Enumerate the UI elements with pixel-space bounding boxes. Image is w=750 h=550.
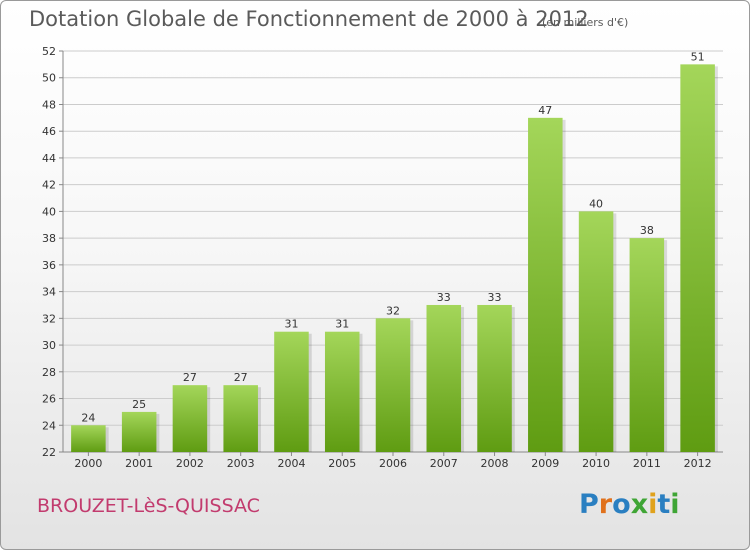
bar-2011 <box>629 238 665 452</box>
x-tick-label-2001: 2001 <box>125 457 153 470</box>
y-tick-label: 34 <box>42 286 56 299</box>
labels: 22 24 26 28 30 32 34 36 38 40 42 44 46 48 50 52 24 2000 25… <box>42 45 712 470</box>
logo-letter: t <box>657 489 671 520</box>
x-tick-label-2007: 2007 <box>430 457 458 470</box>
y-tick-label: 38 <box>42 232 56 245</box>
bar-2012 <box>680 64 715 452</box>
proxiti-logo: Proxiti <box>579 489 680 520</box>
x-tick-label-2011: 2011 <box>633 457 661 470</box>
y-tick-label: 44 <box>42 152 56 165</box>
value-label-2007: 33 <box>437 291 451 304</box>
x-tick-label-2008: 2008 <box>481 457 509 470</box>
y-tick-label: 22 <box>42 446 56 459</box>
chart-title: Dotation Globale de Fonctionnement de 20… <box>29 7 589 31</box>
value-label-2012: 51 <box>691 50 705 63</box>
bar-2007 <box>426 304 462 452</box>
bar-2006 <box>375 318 411 452</box>
y-tick-label: 26 <box>42 393 56 406</box>
y-tick-label: 42 <box>42 179 56 192</box>
x-tick-label-2005: 2005 <box>328 457 356 470</box>
value-label-2004: 31 <box>284 318 298 331</box>
x-tick-label-2006: 2006 <box>379 457 407 470</box>
y-tick-label: 48 <box>42 98 56 111</box>
y-tick-label: 52 <box>42 45 56 58</box>
bars <box>71 64 718 452</box>
value-label-2005: 31 <box>335 318 349 331</box>
chart-subtitle: (en milliers d'€) <box>542 16 629 29</box>
x-tick-label-2009: 2009 <box>531 457 559 470</box>
y-tick-label: 46 <box>42 125 56 138</box>
value-label-2009: 47 <box>538 104 552 117</box>
y-tick-label: 36 <box>42 259 56 272</box>
bar-2009 <box>528 117 563 452</box>
town-name: BROUZET-LèS-QUISSAC <box>37 495 260 517</box>
x-tick-label-2004: 2004 <box>277 457 305 470</box>
value-label-2003: 27 <box>234 371 248 384</box>
logo-letter: i <box>670 489 680 520</box>
value-label-2001: 25 <box>132 398 146 411</box>
x-tick-label-2010: 2010 <box>582 457 610 470</box>
logo-letter: P <box>579 489 599 520</box>
y-tick-label: 28 <box>42 366 56 379</box>
value-label-2006: 32 <box>386 304 400 317</box>
y-tick-label: 30 <box>42 339 56 352</box>
bar-2005 <box>324 331 360 452</box>
bar-2000 <box>71 425 106 452</box>
bar-2001 <box>121 411 157 452</box>
y-tick-label: 24 <box>42 419 56 432</box>
logo-letter: x <box>630 489 649 520</box>
logo-letter: o <box>612 489 631 520</box>
bar-2010 <box>578 211 614 452</box>
x-tick-label-2000: 2000 <box>74 457 102 470</box>
y-tick-label: 32 <box>42 312 56 325</box>
bar-2003 <box>223 385 258 452</box>
x-tick-label-2002: 2002 <box>176 457 204 470</box>
logo-letter: i <box>648 489 658 520</box>
y-tick-label: 50 <box>42 72 56 85</box>
bar-2004 <box>274 331 309 452</box>
x-tick-label-2003: 2003 <box>227 457 255 470</box>
logo-letter: r <box>598 489 613 520</box>
bar-2008 <box>477 304 512 452</box>
bar-2002 <box>172 385 208 452</box>
value-label-2000: 24 <box>81 411 95 424</box>
value-label-2008: 33 <box>488 291 502 304</box>
y-tick-label: 40 <box>42 205 56 218</box>
value-label-2011: 38 <box>640 224 654 237</box>
value-label-2002: 27 <box>183 371 197 384</box>
x-tick-label-2012: 2012 <box>684 457 712 470</box>
value-label-2010: 40 <box>589 197 603 210</box>
